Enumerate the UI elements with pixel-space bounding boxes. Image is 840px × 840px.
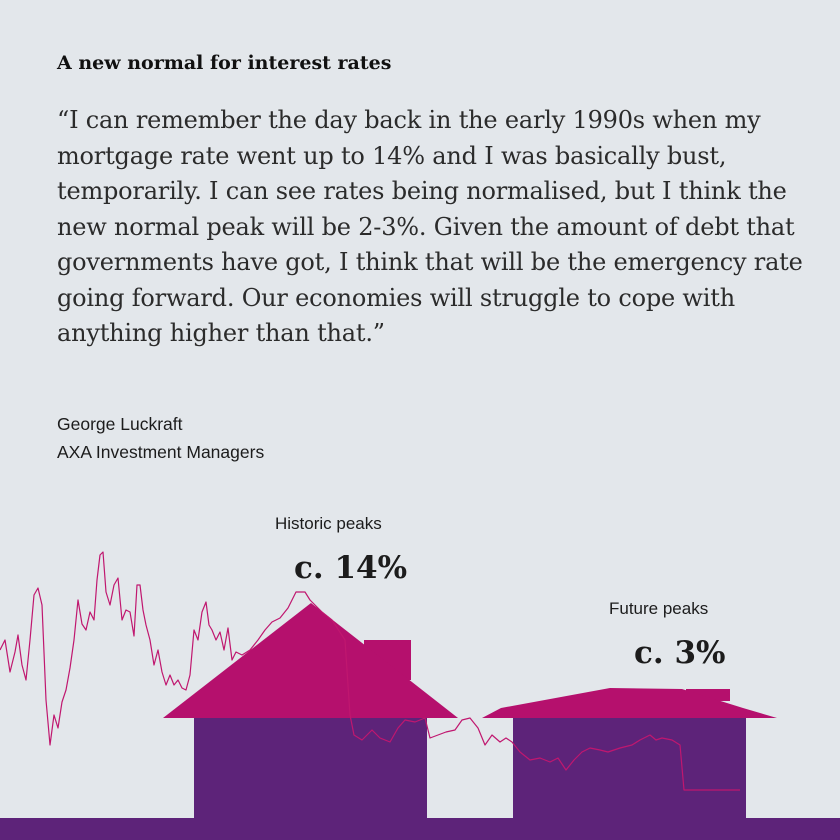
future-peaks-value: c. 3% (634, 635, 726, 671)
future-house-body (513, 716, 746, 826)
interest-rate-line (0, 551, 740, 791)
quote-attribution: George Luckraft AXA Investment Managers (57, 410, 264, 466)
historic-peaks-label: Historic peaks (275, 514, 382, 533)
author-name: George Luckraft (57, 414, 183, 434)
historic-house-roof (163, 603, 458, 718)
author-company: AXA Investment Managers (57, 442, 265, 462)
historic-house (163, 603, 458, 826)
future-peaks-label: Future peaks (609, 599, 708, 618)
historic-house-body (194, 716, 427, 826)
historic-peaks-value: c. 14% (294, 550, 407, 586)
future-house-roof (482, 688, 777, 718)
quote-text: “I can remember the day back in the earl… (57, 106, 803, 347)
future-house (482, 688, 777, 826)
ground-bar (0, 818, 840, 840)
headline: A new normal for interest rates (57, 52, 392, 74)
